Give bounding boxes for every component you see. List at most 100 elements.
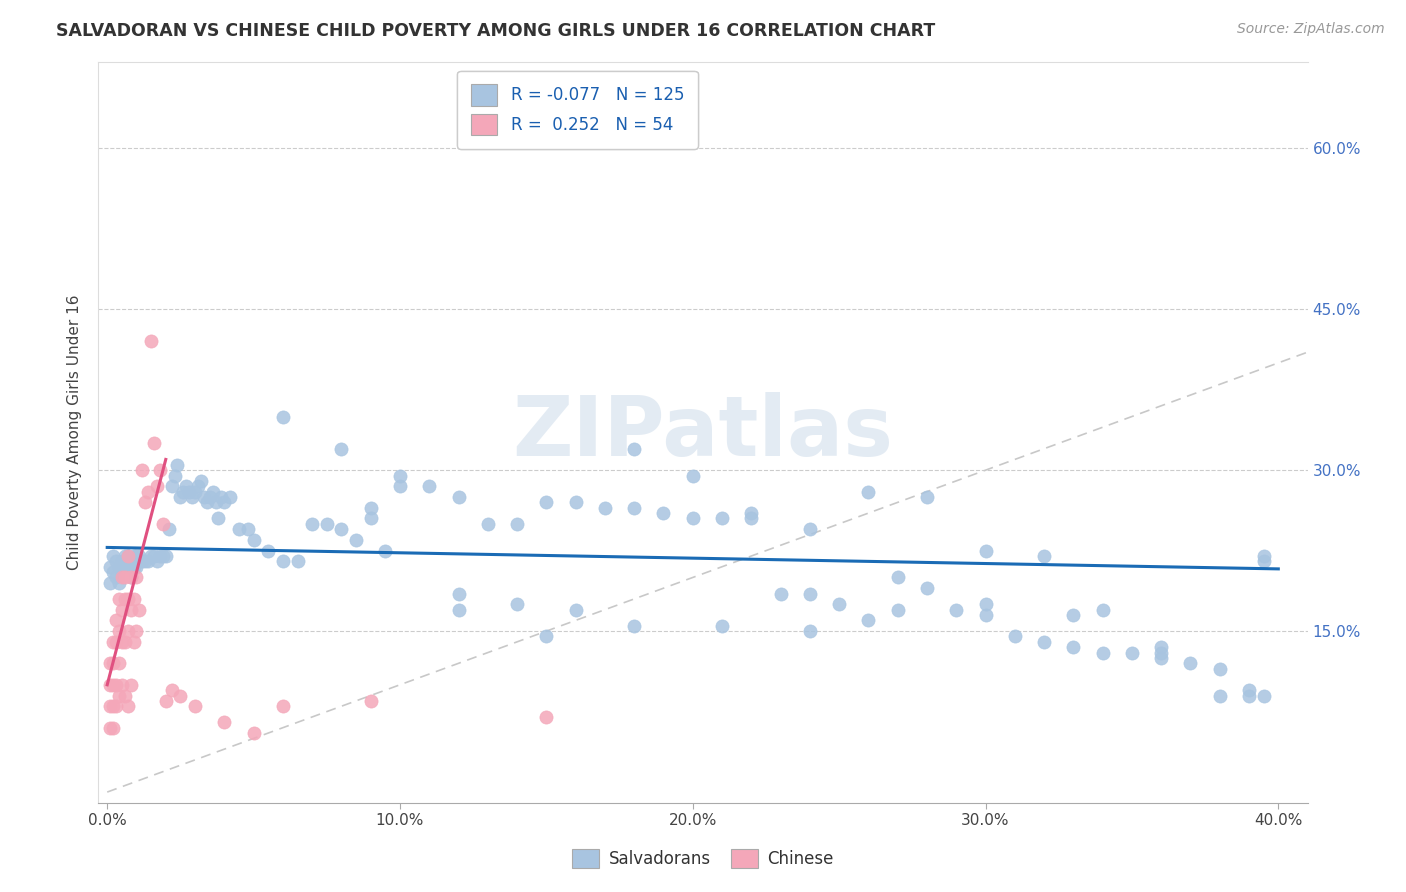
Point [136,554,159,568]
Point [682,468,704,483]
Point [143,436,166,450]
Point [915,581,938,595]
Point [360,694,382,708]
Point [536,710,558,724]
Point [125,570,148,584]
Point [974,543,997,558]
Point [374,543,396,558]
Point [169,689,191,703]
Point [564,495,586,509]
Point [740,511,762,525]
Point [201,484,224,499]
Point [101,699,124,714]
Point [114,635,136,649]
Point [134,495,156,509]
Point [1253,554,1275,568]
Point [117,549,139,563]
Point [163,468,186,483]
Point [174,479,197,493]
Point [108,575,131,590]
Legend: Salvadorans, Chinese: Salvadorans, Chinese [565,842,841,875]
Point [187,479,209,493]
Point [1237,683,1260,698]
Point [536,495,558,509]
Point [769,586,792,600]
Point [120,602,142,616]
Point [858,614,880,628]
Point [114,689,136,703]
Point [181,490,204,504]
Point [204,495,226,509]
Point [184,484,207,499]
Point [623,619,645,633]
Point [120,554,142,568]
Point [287,554,309,568]
Point [104,699,127,714]
Point [214,495,236,509]
Point [974,607,997,622]
Point [219,490,242,504]
Point [1121,646,1143,660]
Point [122,549,145,563]
Point [711,511,734,525]
Point [101,635,124,649]
Point [301,516,323,531]
Point [506,597,529,611]
Point [111,565,134,579]
Point [193,490,215,504]
Point [108,559,131,574]
Point [207,511,229,525]
Point [828,597,851,611]
Point [477,516,499,531]
Point [98,657,121,671]
Point [101,721,124,735]
Point [330,442,353,456]
Point [128,549,150,563]
Point [418,479,440,493]
Point [98,559,121,574]
Point [111,678,134,692]
Point [179,484,201,499]
Point [915,490,938,504]
Point [108,591,131,606]
Point [858,484,880,499]
Point [506,516,529,531]
Point [236,522,259,536]
Point [974,597,997,611]
Point [271,409,294,424]
Point [125,624,148,639]
Point [214,715,236,730]
Point [117,624,139,639]
Point [111,554,134,568]
Point [125,559,148,574]
Point [101,565,124,579]
Point [104,570,127,584]
Point [1253,689,1275,703]
Point [1150,651,1173,665]
Point [166,458,188,472]
Point [388,479,411,493]
Point [209,490,232,504]
Point [117,591,139,606]
Point [1150,640,1173,655]
Point [98,678,121,692]
Point [711,619,734,633]
Point [228,522,250,536]
Point [447,586,470,600]
Point [111,602,134,616]
Point [104,614,127,628]
Point [1180,657,1202,671]
Point [536,630,558,644]
Point [122,591,145,606]
Point [315,516,337,531]
Point [98,575,121,590]
Point [195,495,218,509]
Point [169,490,191,504]
Point [149,463,172,477]
Point [111,570,134,584]
Point [104,554,127,568]
Point [271,554,294,568]
Point [242,533,264,547]
Point [740,506,762,520]
Point [360,511,382,525]
